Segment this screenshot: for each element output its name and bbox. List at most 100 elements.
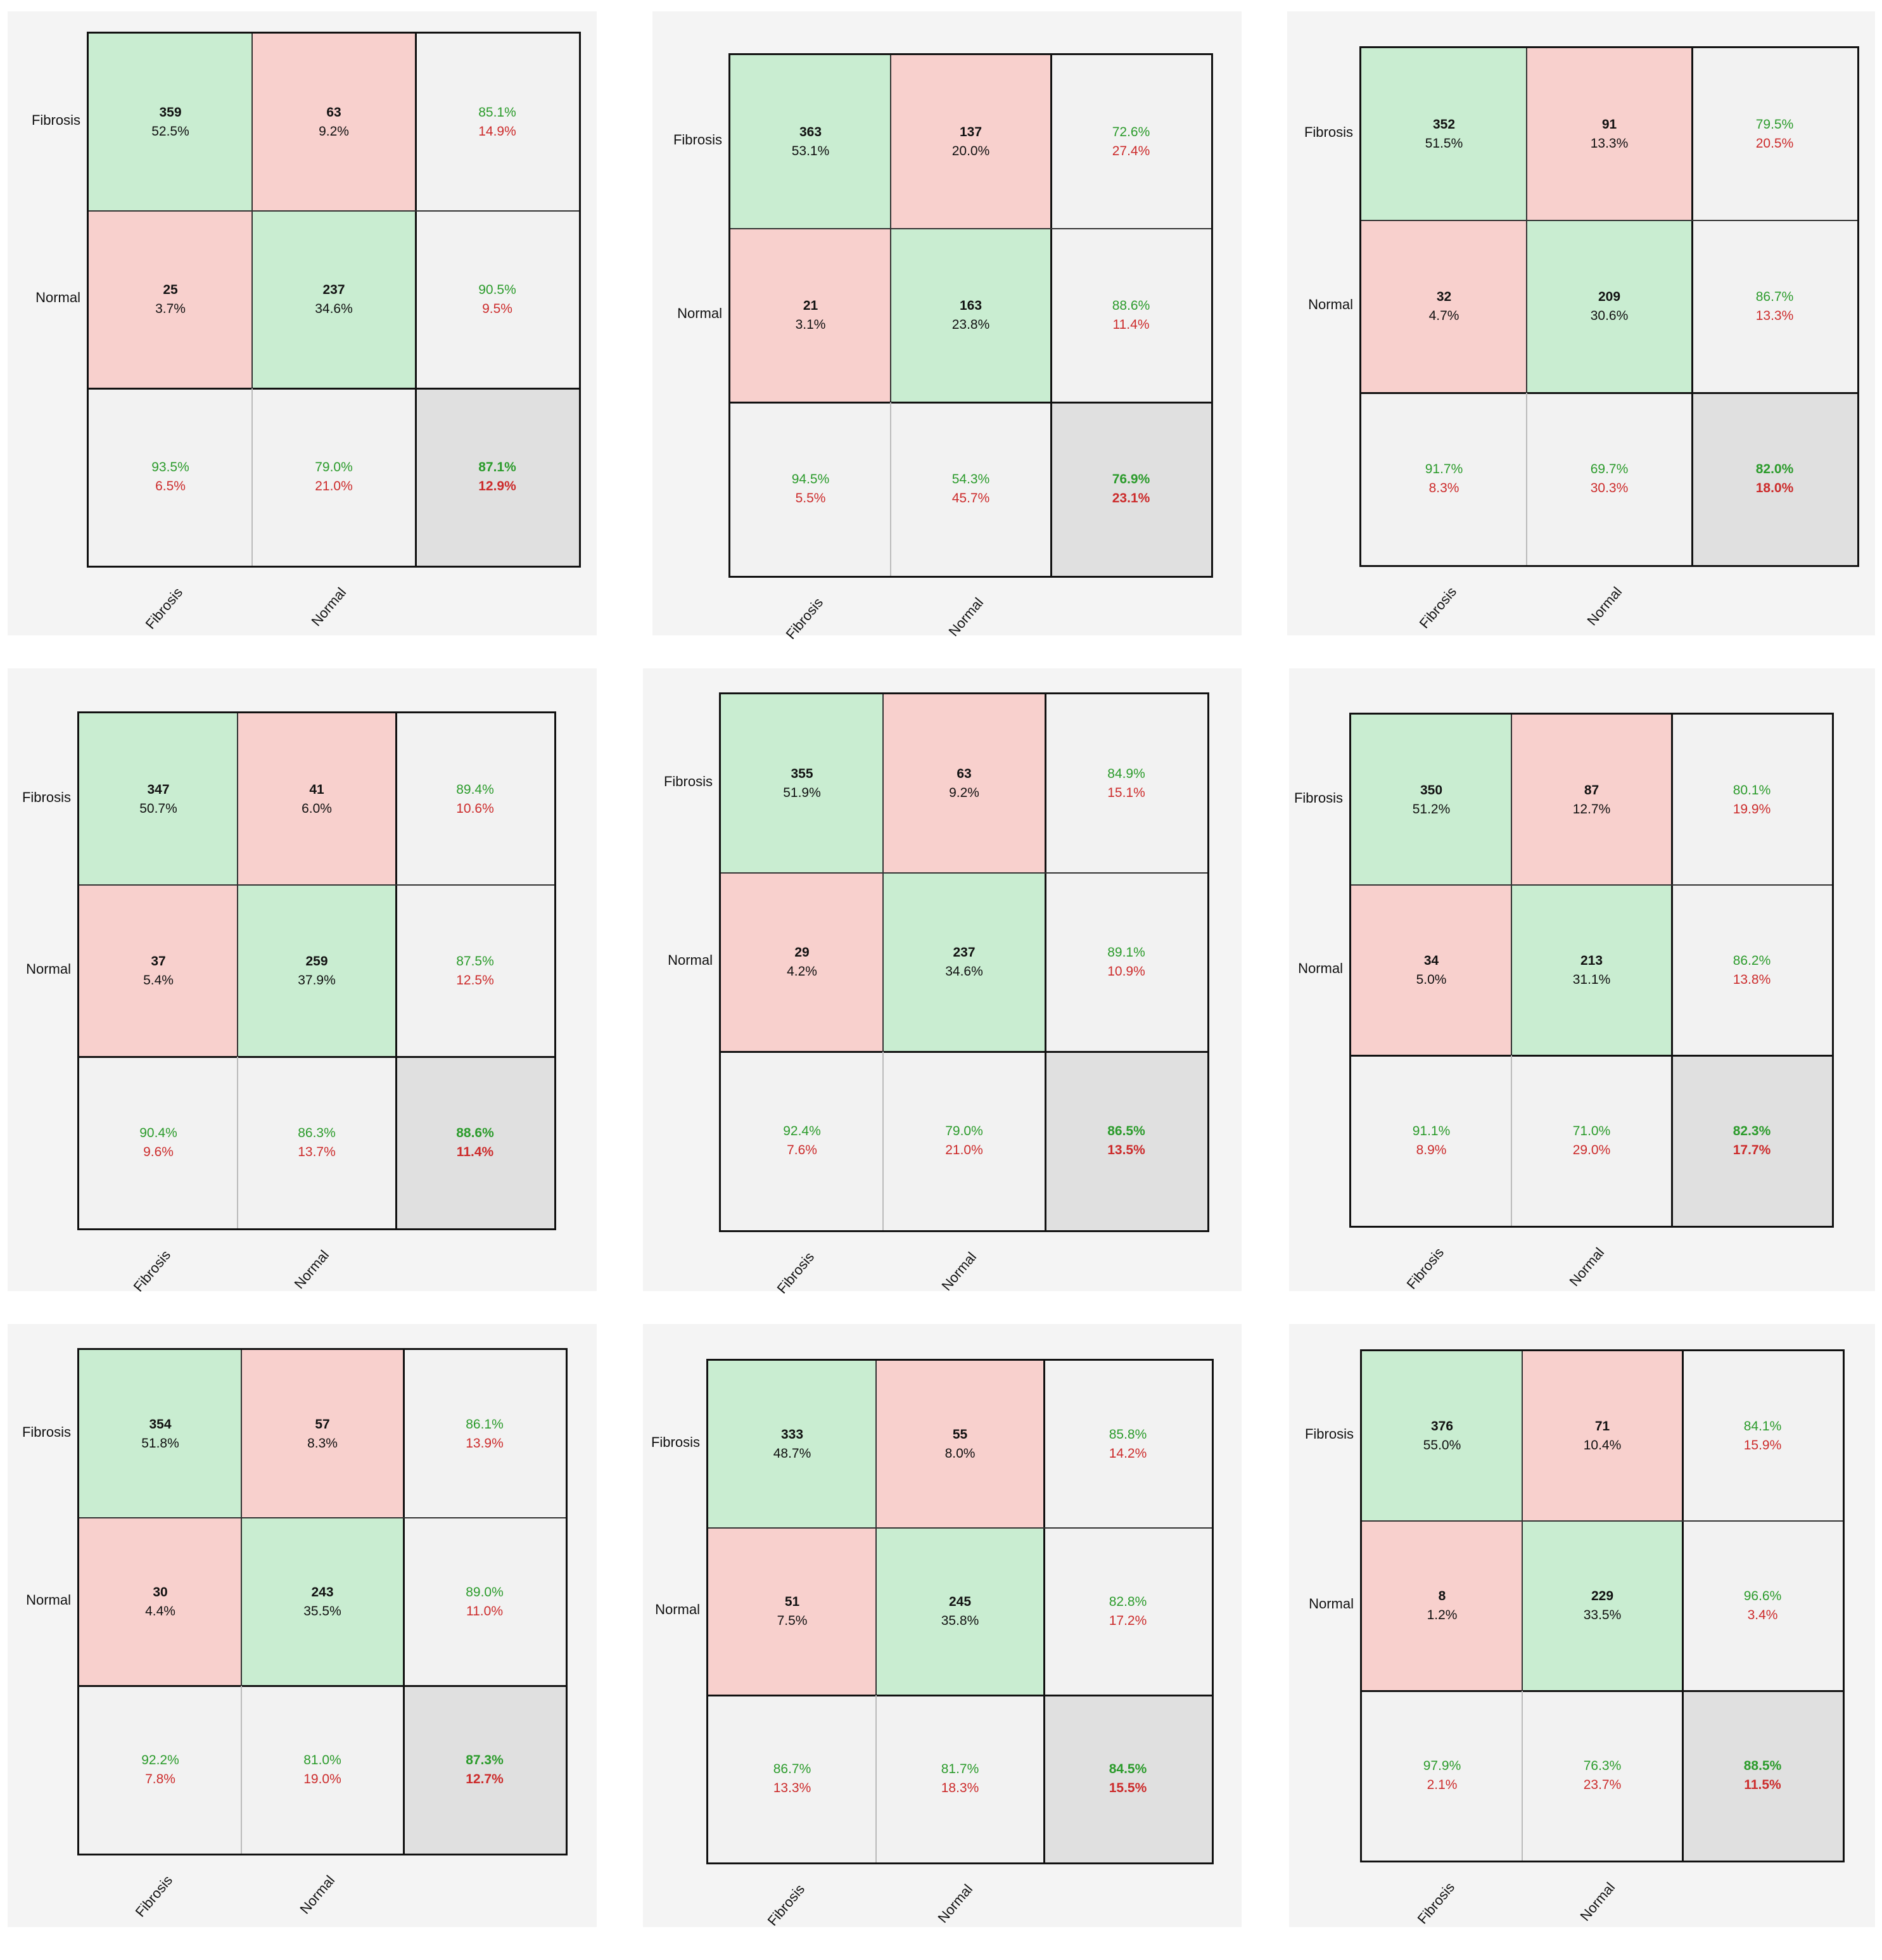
cell-count: 376 [1430,1419,1454,1434]
recall-value: 54.3% [951,472,990,487]
error-value: 10.6% [456,801,494,816]
row-summary-cell: 89.4% 10.6% [396,713,554,885]
grid-line [890,55,891,576]
cell-percent: 3.1% [795,317,826,332]
correct-cell: 359 52.5% [89,34,252,211]
cell-percent: 7.5% [777,1613,808,1628]
grid-line [1670,715,1673,1226]
cell-percent: 20.0% [951,144,990,158]
cell-count: 243 [311,1584,334,1600]
cell-count: 63 [957,767,972,781]
correct-cell: 243 35.5% [241,1518,404,1686]
cell-percent: 31.1% [1572,972,1611,987]
cell-percent: 9.2% [319,124,349,139]
overall-error-value: 11.5% [1744,1778,1781,1792]
accuracy-value: 88.5% [1743,1759,1782,1773]
row-label: Fibrosis [673,132,722,148]
overall-error-value: 15.5% [1109,1781,1147,1795]
grid-line [721,872,1207,874]
overall-accuracy-cell: 76.9% 23.1% [1051,402,1211,576]
grid-line [79,1055,554,1058]
overall-accuracy-cell: 82.3% 17.7% [1672,1055,1832,1226]
overall-error-value: 12.9% [478,479,516,493]
precision-value: 89.0% [466,1584,504,1600]
column-label: Normal [934,1881,976,1926]
cell-count: 359 [159,105,182,120]
row-summary-cell: 82.8% 17.2% [1044,1528,1212,1695]
recall-value: 79.0% [315,460,353,474]
error-value: 14.9% [478,124,516,139]
correct-cell: 350 51.2% [1351,715,1511,885]
accuracy-value: 86.5% [1107,1124,1145,1138]
recall-value: 92.4% [783,1124,821,1138]
precision-value: 96.6% [1743,1589,1782,1603]
misclassified-cell: 51 7.5% [708,1528,876,1695]
misclassified-cell: 8 1.2% [1362,1521,1522,1691]
cell-percent: 53.1% [791,144,830,158]
accuracy-value: 84.5% [1109,1762,1147,1776]
error-value: 13.3% [773,1781,811,1795]
row-label: Normal [1308,296,1353,312]
correct-cell: 355 51.9% [721,694,883,873]
misclassified-cell: 30 4.4% [79,1518,241,1686]
grid-line [79,1517,566,1518]
precision-value: 86.7% [1755,290,1794,304]
row-label: Normal [26,1591,71,1608]
error-value: 12.5% [456,972,494,988]
overall-accuracy-cell: 88.6% 11.4% [396,1057,554,1228]
matrix-grid: 376 55.0% 71 10.4% 8 1.2% 229 33.5% 84.1% 15.9% 96… [1360,1349,1845,1862]
cell-percent: 51.5% [1425,136,1463,151]
cell-count: 37 [151,953,166,969]
row-label: Normal [1309,1596,1354,1612]
error-value: 27.4% [1112,144,1150,158]
row-label: Fibrosis [1294,789,1343,806]
cell-percent: 4.4% [145,1603,175,1619]
grid-line [1681,1351,1684,1861]
recall-value: 92.2% [141,1752,179,1767]
error-value: 13.3% [1755,309,1794,323]
recall-value: 79.0% [945,1124,983,1138]
error-value: 7.8% [145,1771,175,1786]
overall-accuracy-cell: 88.5% 11.5% [1682,1691,1843,1861]
cell-count: 245 [948,1594,972,1609]
row-summary-cell: 72.6% 27.4% [1051,55,1211,229]
column-summary-cell: 93.5% 6.5% [89,388,252,566]
cell-percent: 4.2% [787,964,817,979]
matrix-grid: 333 48.7% 55 8.0% 51 7.5% 245 35.8% 85.8% 14.2% 82… [706,1359,1214,1864]
column-label: Normal [291,1247,333,1292]
recall-value: 86.7% [773,1762,811,1776]
precision-value: 86.2% [1733,953,1771,968]
grid-line [251,34,253,566]
grid-line [1043,1361,1045,1862]
grid-line [79,884,554,886]
matrix-grid: 363 53.1% 137 20.0% 21 3.1% 163 23.8% 72.6% 27.4%… [728,53,1213,578]
cell-percent: 12.7% [1572,801,1611,817]
grid-line [875,1695,877,1862]
overall-accuracy-cell: 87.3% 12.7% [404,1686,566,1854]
cell-percent: 33.5% [1583,1608,1622,1622]
column-label: Normal [938,1249,980,1294]
correct-cell: 352 51.5% [1361,48,1527,220]
grid-line [890,402,891,576]
error-value: 9.5% [482,302,512,316]
cell-count: 352 [1432,117,1456,132]
cell-percent: 8.0% [944,1446,976,1461]
row-label: Normal [26,960,71,977]
column-summary-cell: 86.7% 13.3% [708,1695,876,1862]
column-label: Fibrosis [782,594,826,642]
row-label: Normal [1298,960,1343,976]
grid-line [251,388,253,566]
cell-count: 41 [309,782,324,797]
precision-value: 84.9% [1107,767,1145,781]
column-label: Fibrosis [1414,1879,1458,1927]
matrix-grid: 352 51.5% 91 13.3% 32 4.7% 209 30.6% 79.5% 20.5% 8… [1359,46,1859,567]
cell-count: 34 [1423,953,1439,968]
recall-value: 81.0% [303,1752,341,1767]
row-summary-cell: 86.7% 13.3% [1692,220,1857,393]
row-label: Fibrosis [22,1423,71,1440]
misclassified-cell: 32 4.7% [1361,220,1527,393]
correct-cell: 237 34.6% [883,873,1045,1052]
cell-percent: 23.8% [951,317,990,332]
grid-line [882,1052,884,1230]
row-summary-cell: 86.1% 13.9% [404,1350,566,1518]
